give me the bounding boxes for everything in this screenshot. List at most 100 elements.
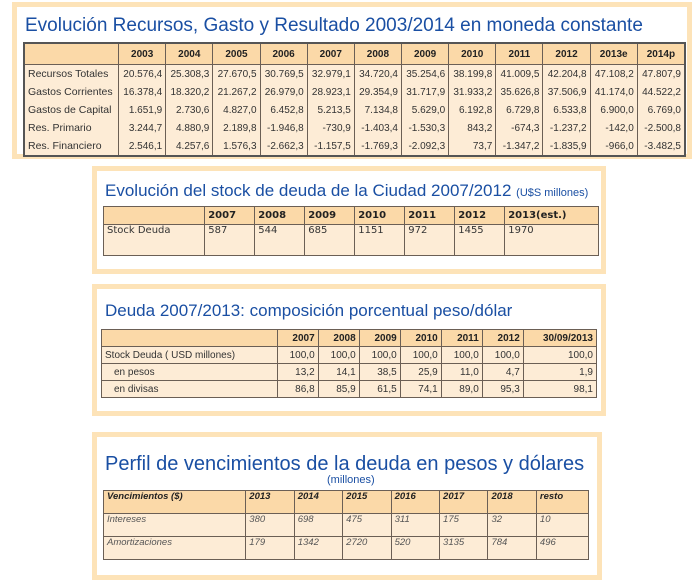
panel-composicion-deuda: Deuda 2007/2013: composición porcentual … <box>92 284 606 416</box>
table-cell: -1.237,2 <box>542 119 591 137</box>
table-cell: 1,9 <box>522 363 598 381</box>
stock-deuda-table: 2007 2008 2009 2010 2011 2012 2013(est.) Stock … <box>102 206 599 256</box>
table-cell: 1455 <box>454 224 506 256</box>
row-label: Gastos Corrientes <box>23 83 120 101</box>
column-header: 2003 <box>118 43 167 65</box>
row-label: en divisas <box>101 380 278 398</box>
panel-title: Perfil de vencimientos de la deuda en pe… <box>105 453 585 475</box>
table-cell: 32.979,1 <box>306 64 355 83</box>
title-text: Evolución del stock de deuda de la Ciuda… <box>105 181 512 200</box>
table-cell: 2.546,1 <box>118 137 167 156</box>
table-cell: 31.717,9 <box>400 83 450 101</box>
table-cell: -142,0 <box>589 119 638 137</box>
table-cell: -2.092,3 <box>400 137 450 156</box>
column-header: 2009 <box>400 43 450 65</box>
table-row: Stock Deuda 587 544 685 1151 972 1455 1970 <box>102 224 599 256</box>
table-cell: 100,0 <box>317 346 360 364</box>
table-cell: 1.651,9 <box>118 101 167 119</box>
column-header: 2013 <box>245 490 295 514</box>
table-cell: -2.500,8 <box>636 119 686 137</box>
table-cell: 1151 <box>354 224 406 256</box>
table-cell: 32 <box>487 513 537 537</box>
table-cell: 21.267,2 <box>212 83 261 101</box>
column-header: 2008 <box>254 206 306 225</box>
column-header: 2017 <box>439 490 489 514</box>
table-cell: 784 <box>487 536 537 560</box>
header-row: Vencimientos ($) 2013 2014 2015 2016 2017 2018… <box>102 490 590 514</box>
table-cell: 31.933,2 <box>448 83 497 101</box>
table-cell: -1.835,9 <box>542 137 591 156</box>
table-cell: -2.662,3 <box>259 137 308 156</box>
table-cell: 7.134,8 <box>353 101 403 119</box>
table-row: Recursos Totales 20.576,4 25.308,3 27.670,5… <box>23 64 686 83</box>
table-cell: -1.157,5 <box>306 137 355 156</box>
table-cell: 1.576,3 <box>212 137 261 156</box>
table-cell: 25,9 <box>399 363 442 381</box>
header-row: 2003 2004 2005 2006 2007 2008 2009 2010 2011 2012… <box>23 43 686 65</box>
row-label: Stock Deuda ( USD millones) <box>101 346 278 364</box>
column-header: 2005 <box>212 43 261 65</box>
table-cell: 30.769,5 <box>259 64 308 83</box>
column-header: 2014 <box>293 490 344 514</box>
table-cell: -1.769,3 <box>353 137 403 156</box>
column-header: 2008 <box>317 329 360 347</box>
table-row: Gastos de Capital 1.651,9 2.730,6 4.827,0 6.… <box>23 101 686 119</box>
table-cell: 13,2 <box>276 363 319 381</box>
table-cell: 47.108,2 <box>589 64 638 83</box>
row-label: Res. Primario <box>23 119 120 137</box>
column-header: 2006 <box>259 43 308 65</box>
column-header: 2013(est.) <box>504 206 599 225</box>
header-row: 2007 2008 2009 2010 2011 2012 30/09/2013 <box>101 329 598 347</box>
table-cell: 95,3 <box>481 380 524 398</box>
column-header: 2012 <box>481 329 524 347</box>
table-cell: 4.827,0 <box>212 101 261 119</box>
table-cell: -1.403,4 <box>353 119 403 137</box>
table-cell: 3.244,7 <box>118 119 167 137</box>
table-cell: 4.257,6 <box>165 137 214 156</box>
table-cell: 35.254,6 <box>400 64 450 83</box>
row-label: Intereses <box>102 513 247 537</box>
table-cell: 685 <box>304 224 356 256</box>
column-header: 2015 <box>342 490 392 514</box>
column-header: 2007 <box>276 329 319 347</box>
table-cell: 6.452,8 <box>259 101 308 119</box>
table-cell: 6.729,8 <box>495 101 544 119</box>
row-label: Stock Deuda <box>102 224 206 256</box>
panel-subtitle: (millones) <box>327 474 375 486</box>
table-cell: -966,0 <box>589 137 638 156</box>
table-cell: 1970 <box>504 224 599 256</box>
panel-stock-deuda: Evolución del stock de deuda de la Ciuda… <box>92 166 606 274</box>
table-row: Intereses 380 698 475 311 175 32 10 <box>102 513 590 537</box>
table-cell: 843,2 <box>448 119 497 137</box>
column-header: 2007 <box>306 43 355 65</box>
table-cell: 1342 <box>293 536 344 560</box>
table-cell: 44.522,2 <box>636 83 686 101</box>
table-row: Stock Deuda ( USD millones) 100,0 100,0 100… <box>101 346 598 364</box>
table-cell: 2.189,8 <box>212 119 261 137</box>
column-header <box>101 329 278 347</box>
table-cell: 175 <box>439 513 489 537</box>
panel-recursos-gasto: Evolución Recursos, Gasto y Resultado 20… <box>12 2 692 159</box>
table-cell: 26.979,0 <box>259 83 308 101</box>
table-cell: 27.670,5 <box>212 64 261 83</box>
table-cell: 179 <box>245 536 295 560</box>
table-cell: 544 <box>254 224 306 256</box>
column-header: 2011 <box>404 206 456 225</box>
table-cell: 380 <box>245 513 295 537</box>
table-cell: 2.730,6 <box>165 101 214 119</box>
table-cell: 10 <box>535 513 590 537</box>
table-row: Gastos Corrientes 16.378,4 18.320,2 21.267,… <box>23 83 686 101</box>
panel-title: Deuda 2007/2013: composición porcentual … <box>105 301 513 320</box>
column-header: 2014p <box>636 43 686 65</box>
panel-title: Evolución del stock de deuda de la Ciuda… <box>105 181 588 201</box>
table-cell: 20.576,4 <box>118 64 167 83</box>
table-row: Res. Primario 3.244,7 4.880,9 2.189,8 -1.946… <box>23 119 686 137</box>
table-cell: 698 <box>293 513 344 537</box>
row-label: Gastos de Capital <box>23 101 120 119</box>
table-cell: 972 <box>404 224 456 256</box>
panel-perfil-vencimientos: Perfil de vencimientos de la deuda en pe… <box>92 432 602 580</box>
column-header: Vencimientos ($) <box>102 490 247 514</box>
table-cell: 73,7 <box>448 137 497 156</box>
table-cell: 4,7 <box>481 363 524 381</box>
table-row: en pesos 13,2 14,1 38,5 25,9 11,0 4,7 1,9 <box>101 363 598 381</box>
